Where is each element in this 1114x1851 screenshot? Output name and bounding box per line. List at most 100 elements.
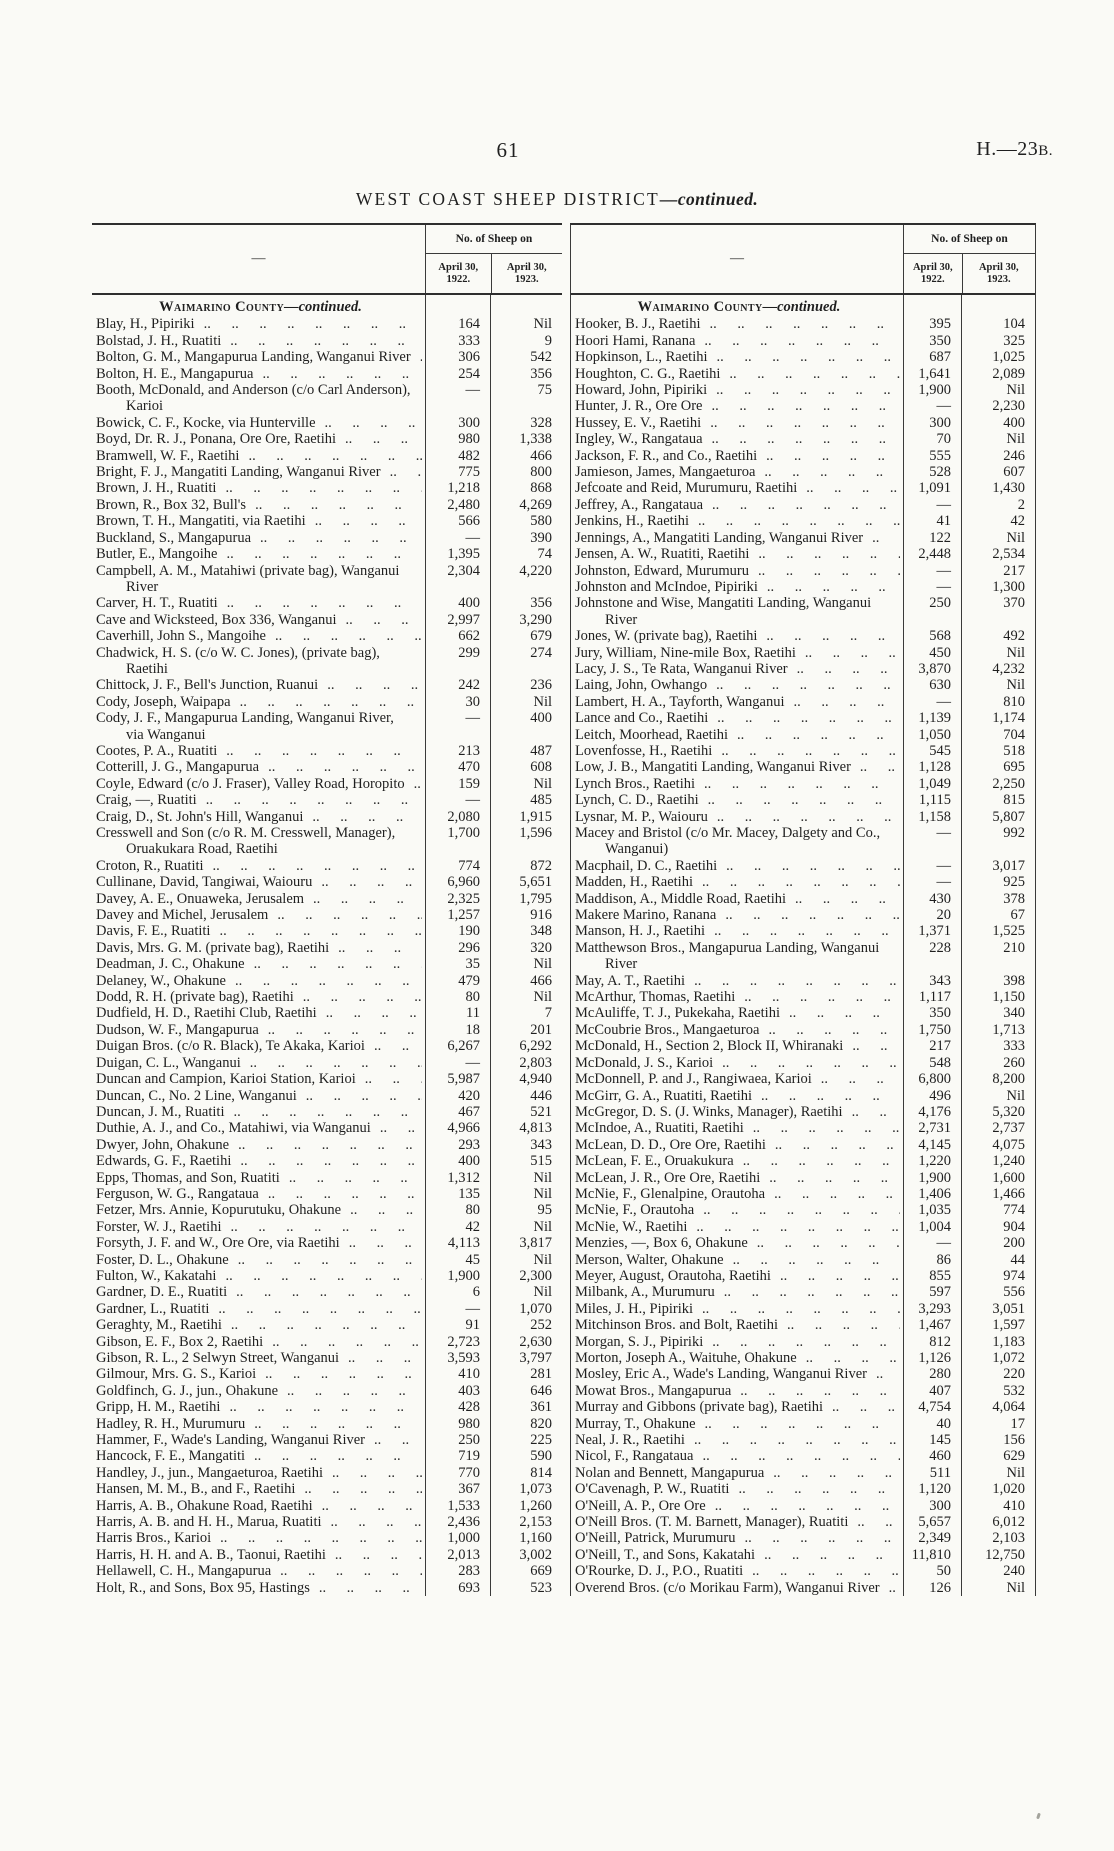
- table-row: Jensen, A. W., Ruatiti, Raetihi 2,4482,53…: [571, 546, 1035, 563]
- sheep-1923-value: 523: [490, 1579, 562, 1597]
- sheep-returns-tables: — No. of Sheep on April 30, 1922. April …: [92, 223, 1036, 1597]
- column-header-1922: April 30, 1922.: [426, 254, 491, 293]
- sheep-1923-value: 220: [961, 1366, 1035, 1383]
- left-table-body: Waimarino County—continued. Blay, H., Pi…: [92, 295, 562, 1597]
- sheep-1922-value: 1,139: [903, 710, 961, 727]
- owner-name: Craig, D., St. John's Hill, Wanganui: [92, 809, 425, 825]
- owner-name-text: Madden, H., Raetihi: [575, 874, 693, 891]
- dot-leader: [694, 1432, 900, 1448]
- dot-leader: [262, 366, 422, 382]
- owner-name: Davis, Mrs. G. M. (private bag), Raetihi: [92, 940, 425, 956]
- table-row: Booth, McDonald, and Anderson (c/o Carl …: [92, 382, 562, 415]
- dot-leader: [255, 497, 422, 513]
- dot-leader: [380, 1120, 422, 1136]
- dot-leader: [761, 1088, 900, 1104]
- owner-name-text: Merson, Walter, Ohakune: [575, 1251, 724, 1268]
- dot-leader: [722, 1055, 900, 1071]
- dot-leader: [702, 1448, 900, 1464]
- sheep-1922-value: 467: [425, 1103, 490, 1121]
- owner-name: Maddison, A., Middle Road, Raetihi: [571, 891, 903, 907]
- sheep-1923-value: 974: [961, 1267, 1035, 1285]
- sheep-1922-value: 6: [425, 1284, 490, 1301]
- sheep-1922-value: 18: [425, 1021, 490, 1039]
- date-1922-line2: 1922.: [920, 273, 945, 285]
- sheep-1922-value: 367: [425, 1481, 490, 1498]
- sheep-1922-value: 254: [425, 365, 490, 383]
- county-continued: —continued.: [762, 299, 841, 315]
- dot-leader: [758, 563, 900, 579]
- page-title-continued: —continued.: [659, 189, 759, 209]
- sheep-1922-value: 50: [903, 1563, 961, 1580]
- owner-name-text: Lacy, J. S., Te Rata, Wanganui River: [575, 660, 788, 677]
- owner-name: Manson, H. J., Raetihi: [571, 923, 903, 939]
- dot-leader: [757, 1235, 900, 1251]
- sheep-1923-value: 1,915: [490, 808, 562, 825]
- dot-leader: [797, 661, 900, 677]
- dot-leader: [758, 546, 900, 562]
- sheep-1922-value: 630: [903, 677, 961, 694]
- dot-leader: [708, 792, 900, 808]
- owner-name: Cullinane, David, Tangiwai, Waiouru: [92, 874, 425, 890]
- sheep-1923-value: Nil: [490, 989, 562, 1006]
- table-row: Macey and Bristol (c/o Mr. Macey, Dalget…: [571, 825, 1035, 858]
- sheep-1922-value: 482: [425, 447, 490, 465]
- sheep-1922-value: 568: [903, 628, 961, 645]
- table-row: McAuliffe, T. J., Pukekaha, Raetihi 35034…: [571, 1005, 1035, 1022]
- dot-leader: [306, 1088, 422, 1104]
- sheep-1923-value: Nil: [961, 382, 1035, 399]
- sheep-1922-value: 410: [425, 1366, 490, 1383]
- sheep-1923-value: Nil: [961, 677, 1035, 694]
- sheep-1922-value: 2,325: [425, 890, 490, 908]
- sheep-1923-value: 904: [961, 1218, 1035, 1236]
- dot-leader: [717, 349, 900, 365]
- owner-name-text: Duthie, A. J., and Co., Matahiwi, via Wa…: [96, 1120, 371, 1137]
- owner-name-text: McLean, D. D., Ore Ore, Raetihi: [575, 1136, 766, 1153]
- sheep-1923-value: Nil: [490, 316, 562, 333]
- dot-leader: [335, 1547, 422, 1563]
- table-row: Cave and Wicksteed, Box 336, Wanganui 2,9…: [92, 611, 562, 629]
- owner-name: Mowat Bros., Mangapurua: [571, 1383, 903, 1399]
- owner-column-header: —: [251, 251, 266, 266]
- sheep-1922-value: 4,113: [425, 1235, 490, 1252]
- dot-leader: [238, 1137, 422, 1153]
- sheep-1922-value: 1,900: [425, 1267, 490, 1285]
- dot-leader: [287, 1383, 422, 1399]
- table-row: McDonald, H., Section 2, Block II, Whira…: [571, 1038, 1035, 1055]
- dot-leader: [226, 743, 422, 759]
- sheep-span-header: No. of Sheep on: [904, 225, 1035, 254]
- dot-leader: [213, 858, 422, 874]
- sheep-1922-value: 400: [425, 595, 490, 612]
- sheep-1923-value: 356: [490, 595, 562, 612]
- dot-leader: [860, 759, 900, 775]
- dot-leader: [321, 874, 422, 890]
- sheep-1923-value: Nil: [490, 1185, 562, 1203]
- sheep-1923-value: 6,292: [490, 1038, 562, 1055]
- sheep-1923-value: 6,012: [961, 1514, 1035, 1531]
- dot-leader: [304, 1481, 422, 1497]
- sheep-1923-value: 378: [961, 890, 1035, 908]
- owner-name: Johnston, Edward, Murumuru: [571, 563, 903, 579]
- owner-name-text: Harris Bros., Karioi: [96, 1530, 212, 1547]
- table-row: Duigan, C. L., Wanganui —2,803: [92, 1054, 562, 1072]
- dot-leader: [332, 1465, 422, 1481]
- owner-name: May, A. T., Raetihi: [571, 973, 903, 989]
- sheep-1923-value: 1,072: [961, 1350, 1035, 1367]
- owner-name-text: Hussey, E. V., Raetihi: [575, 414, 702, 431]
- owner-name: Craig, —, Ruatiti: [92, 792, 425, 808]
- table-row: Davis, Mrs. G. M. (private bag), Raetihi…: [92, 939, 562, 957]
- sheep-1923-value: Nil: [490, 1169, 562, 1186]
